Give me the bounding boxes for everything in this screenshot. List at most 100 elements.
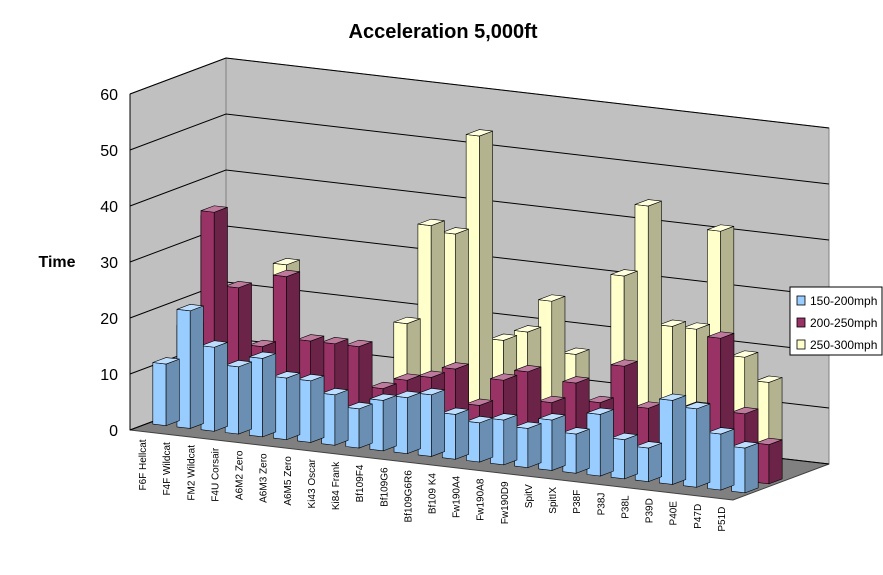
grid-line — [129, 113, 830, 185]
x-tick-label: P40E — [669, 501, 680, 526]
bar-top — [321, 337, 349, 345]
x-tick-label: Fw190D9 — [500, 481, 511, 524]
grid-line — [129, 169, 830, 241]
bar — [538, 413, 566, 471]
bar-side — [165, 358, 180, 427]
legend: 150-200mph 200-250mph 250-300mph — [789, 286, 883, 356]
bar — [441, 407, 470, 460]
x-tick-label: Bf109 K4 — [428, 473, 439, 515]
bar-side — [672, 395, 687, 485]
bar — [297, 374, 325, 443]
bar-top — [611, 432, 638, 440]
bar-side — [189, 305, 204, 429]
bar-top — [273, 269, 300, 277]
x-tick-label: Bf109G6R6 — [403, 470, 414, 523]
bar-side — [551, 414, 566, 471]
y-tick-label: 20 — [100, 311, 118, 328]
bar-top — [538, 413, 566, 421]
bar-top — [514, 421, 542, 429]
bar — [659, 393, 687, 485]
bar — [586, 407, 614, 477]
legend-swatch — [796, 295, 806, 306]
legend-swatch — [796, 339, 806, 350]
x-tick-label: A6M5 Zero — [283, 456, 294, 506]
x-tick-label: Fw190A8 — [476, 478, 487, 521]
bar — [707, 427, 735, 491]
bar-top — [731, 350, 759, 358]
x-tick-label: SpitIX — [548, 487, 559, 514]
x-tick-label: P38F — [572, 490, 583, 514]
legend-label: 150-200mph — [810, 294, 877, 308]
bar-top — [442, 362, 469, 370]
bar-top — [297, 374, 325, 382]
bar-top — [538, 395, 566, 403]
bar — [273, 371, 301, 441]
bar-side — [479, 417, 494, 463]
bar-top — [249, 339, 276, 347]
bar-top — [490, 373, 517, 381]
bar — [755, 437, 783, 485]
bar-top — [369, 393, 397, 401]
bar-top — [225, 360, 252, 368]
bar-top — [562, 376, 590, 384]
bar-top — [466, 129, 493, 137]
bar-top — [755, 437, 783, 445]
x-tick-label: P38J — [596, 493, 607, 516]
x-tick-label: Fw190A4 — [452, 475, 463, 518]
bar-top — [273, 371, 300, 379]
x-tick-label: P38L — [620, 495, 631, 519]
bar-side — [599, 409, 614, 477]
bar-side — [238, 361, 252, 435]
bar-side — [431, 389, 445, 457]
grid-line — [129, 57, 830, 129]
bar-top — [200, 340, 228, 348]
legend-label: 200-250mph — [810, 316, 877, 330]
bar-top — [659, 319, 686, 327]
bar-top — [273, 258, 300, 266]
x-tick-label: A6M3 Zero — [259, 453, 270, 503]
bar — [200, 340, 228, 432]
legend-swatch — [796, 317, 806, 328]
bar-top — [297, 334, 324, 342]
bar — [731, 441, 759, 494]
bar-top — [707, 224, 734, 232]
bar-top — [345, 339, 373, 347]
bar-side — [214, 341, 228, 432]
bar-top — [683, 402, 711, 410]
x-tick-label: Bf109G6 — [379, 467, 390, 507]
bar-top — [466, 398, 493, 406]
bar-side — [720, 428, 735, 491]
bar-top — [610, 269, 638, 277]
bar-top — [441, 227, 469, 235]
bar-top — [707, 427, 735, 435]
x-tick-label: F4U Corsair — [210, 447, 221, 502]
bars — [152, 129, 783, 494]
bar — [490, 413, 518, 466]
bar-side — [334, 389, 349, 446]
y-tick-label: 10 — [100, 367, 118, 384]
legend-label: 250-300mph — [810, 338, 877, 352]
bar-top — [417, 218, 445, 226]
x-tick-label: F6F Hellcat — [138, 439, 149, 490]
x-tick-label: SpitV — [524, 484, 535, 508]
x-tick-label: Ki43 Oscar — [307, 458, 318, 508]
bar — [345, 402, 373, 449]
bar-side — [696, 403, 711, 488]
x-tick-label: P51D — [717, 507, 728, 532]
y-axis-ticks: 0 10 20 30 40 50 60 — [100, 87, 131, 440]
bar-top — [538, 294, 566, 302]
chart-title: Acceleration 5,000ft — [349, 21, 538, 43]
bar — [152, 357, 180, 427]
bar-side — [503, 414, 518, 466]
bar — [249, 351, 277, 438]
y-axis-label: Time — [38, 254, 75, 271]
bar-top — [490, 333, 517, 341]
bar-side — [382, 395, 397, 452]
bar-top — [586, 407, 614, 415]
x-tick-label: P39D — [645, 498, 656, 523]
x-tick-label: FM2 Wildcat — [186, 445, 197, 501]
y-tick-label: 40 — [100, 199, 118, 216]
bar-top — [707, 331, 735, 339]
bar-top — [514, 325, 541, 333]
